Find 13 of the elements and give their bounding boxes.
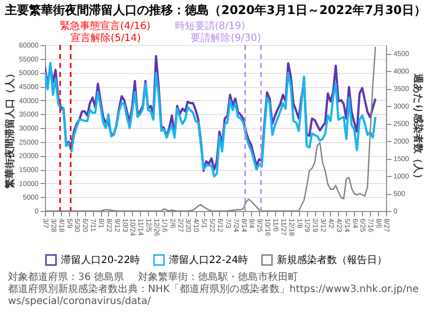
- legend-label: 滞留人口20-22時: [61, 254, 140, 266]
- text: 対象都道府県：36 徳島県: [8, 272, 124, 283]
- ref-line-label: 要請解除(9/30): [190, 32, 262, 44]
- y2-axis-title: 週あたり感染者数（人）: [412, 72, 424, 184]
- legend-label: 滞留人口22-24時: [169, 254, 248, 266]
- text: 対象繁華街：徳島駅・徳島市秋田町: [138, 272, 298, 283]
- ref-line-label: 宣言解除(5/14): [70, 32, 142, 44]
- text: 都道府県別新規感染者数出典：NHK「都道府県別の感染者数」https://www3.nhk.or.jp/news/special/coronavirus/data/: [8, 284, 419, 308]
- ref-line-label: 緊急事態宣言(4/16): [60, 20, 150, 32]
- y-axis-title: 繁華街夜間滞留人口（人）: [4, 68, 16, 190]
- chart-title: 主要繁華街夜間滞留人口の推移：徳島（2020年3月1日～2022年7月30日）: [4, 3, 426, 17]
- legend-label: 新規感染者数（報告日）: [277, 254, 387, 266]
- ref-line-label: 時短要請(8/19): [174, 20, 246, 32]
